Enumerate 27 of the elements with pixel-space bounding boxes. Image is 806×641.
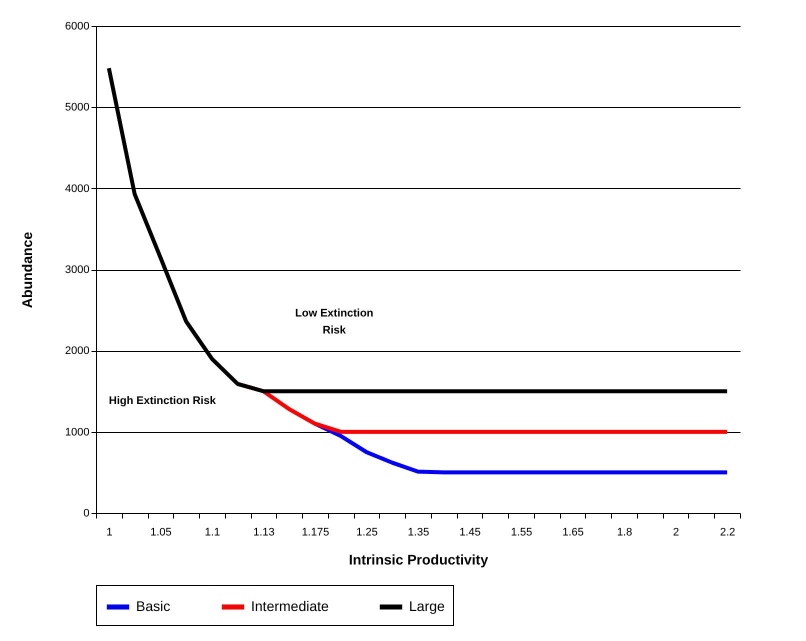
x-tick-label: 2.2: [720, 526, 736, 538]
x-tick-label: 1.35: [408, 526, 430, 538]
x-tick-label: 1.25: [356, 526, 378, 538]
x-tick-label: 1.13: [253, 526, 275, 538]
y-tick-label: 0: [83, 508, 90, 520]
y-tick-label: 1000: [65, 426, 90, 438]
x-tick-label: 1.65: [562, 526, 584, 538]
annotation: Low Extinction Risk: [295, 307, 374, 336]
x-tick-label: 1: [106, 526, 112, 538]
legend-label: Intermediate: [251, 598, 330, 614]
x-tick-label: 1.1: [204, 526, 220, 538]
annotation: High Extinction Risk: [108, 394, 217, 407]
y-tick-label: 4000: [65, 182, 90, 195]
x-tick-label: 1.8: [616, 526, 632, 538]
x-tick-label: 2: [673, 526, 680, 538]
x-tick-label: 1.55: [510, 526, 532, 538]
y-tick-label: 5000: [65, 102, 90, 114]
x-tick-label: 1.05: [150, 526, 172, 538]
y-axis-title: Abundance: [19, 232, 36, 308]
x-tick-label: 1.45: [459, 526, 481, 538]
y-tick-label: 2000: [65, 345, 90, 358]
x-tick-label: 1.175: [302, 526, 330, 538]
y-tick-label: 6000: [65, 20, 90, 32]
x-axis-title: Intrinsic Productivity: [348, 552, 488, 568]
y-tick-label: 3000: [65, 264, 90, 276]
legend-label: Basic: [136, 598, 170, 614]
legend-label: Large: [409, 598, 446, 614]
